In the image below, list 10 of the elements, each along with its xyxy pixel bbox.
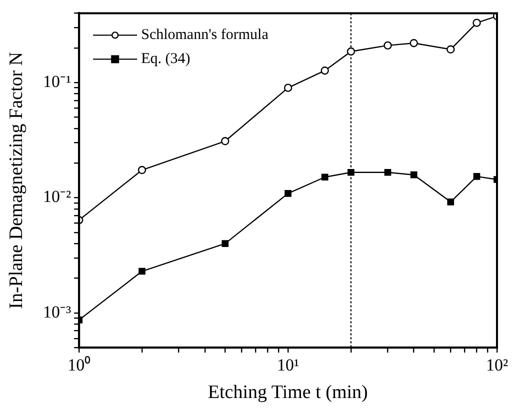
x-tick-label: 10¹ bbox=[276, 355, 300, 374]
y-tick-label: 10⁻² bbox=[42, 187, 72, 206]
x-axis-title: Etching Time t (min) bbox=[208, 382, 368, 403]
x-tick-label: 10⁰ bbox=[68, 355, 91, 374]
legend-label: Schlomann's formula bbox=[141, 27, 269, 44]
y-axis-title: In-Plane Demagnetizing Factor N bbox=[6, 52, 27, 309]
y-tick-label: 10⁻¹ bbox=[42, 72, 72, 92]
y-tick-label: 10⁻³ bbox=[42, 302, 72, 322]
x-tick-label: 10² bbox=[486, 355, 508, 374]
legend-label: Eq. (34) bbox=[141, 51, 190, 68]
